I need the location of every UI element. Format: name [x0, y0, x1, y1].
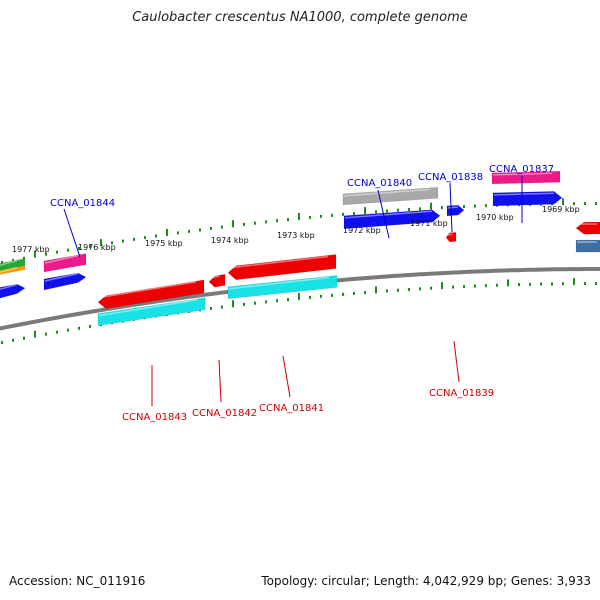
gene-label: CCNA_01842 [192, 408, 257, 419]
kbp-label: 1974 kbp [211, 236, 249, 245]
gene-label: CCNA_01838 [418, 172, 483, 183]
gene-pink [43, 253, 87, 273]
topology-text: Topology: circular; Length: 4,042,929 bp… [261, 574, 591, 588]
gene-red-arrow-shine [228, 255, 329, 269]
gene-blue-arrow [0, 283, 26, 299]
label-leader-line [282, 355, 291, 398]
accession-text: Accession: NC_011916 [9, 574, 146, 588]
gene-blue-arrow-shine [447, 206, 459, 209]
gene-red-arrow [97, 279, 205, 309]
label-leader-line [218, 359, 222, 403]
kbp-label: 1971 kbp [410, 219, 448, 228]
gene-cyan-shine [98, 299, 198, 317]
gene-gray [342, 187, 439, 206]
gene-orange-shine [0, 266, 18, 274]
label-leader-line [453, 340, 460, 383]
kbp-label: 1976 kbp [78, 243, 116, 252]
kbp-label: 1977 kbp [12, 245, 50, 254]
gene-blue-arrow-shine [493, 192, 555, 196]
kbp-label: 1973 kbp [277, 231, 315, 240]
gene-label: CCNA_01837 [489, 164, 554, 175]
gene-label: CCNA_01840 [347, 178, 412, 189]
gene-red-arrow-shine [98, 281, 197, 299]
label-leaders [63, 176, 523, 406]
gene-blue-arrow [43, 272, 87, 291]
gene-label: CCNA_01843 [122, 412, 187, 423]
label-leader-line [377, 189, 390, 239]
kbp-label: 1975 kbp [145, 239, 183, 248]
gene-pink [491, 171, 561, 185]
gene-red-arrow [208, 273, 226, 288]
gene-green-shine [0, 259, 18, 267]
gene-blue-arrow [343, 209, 441, 230]
gene-blue-arrow-shine [0, 283, 18, 291]
gene-label: CCNA_01844 [50, 198, 115, 209]
gene-cyan [97, 297, 206, 326]
map-title: Caulobacter crescentus NA1000, complete … [132, 10, 468, 25]
gene-steel [575, 239, 600, 253]
gene-gray-shine [343, 188, 431, 197]
gene-red-arrow [575, 221, 600, 235]
label-leader-line [449, 182, 453, 233]
gene-red-arrow [227, 254, 337, 281]
gene-label: CCNA_01839 [429, 388, 494, 399]
kbp-label: 1970 kbp [476, 213, 514, 222]
gene-label: CCNA_01841 [259, 403, 324, 414]
gene-pink-shine [492, 172, 553, 176]
gene-blue-arrow-shine [44, 272, 79, 282]
kbp-label: 1969 kbp [542, 205, 580, 214]
gene-features [0, 171, 600, 326]
kbp-label: 1972 kbp [343, 226, 381, 235]
gene-red-arrow-shine [209, 275, 220, 279]
gene-red-arrow [445, 232, 457, 243]
label-leader-line [63, 208, 81, 258]
gene-blue-arrow [492, 191, 563, 207]
gene-blue-arrow-shine [344, 210, 433, 219]
gene-cyan [227, 275, 338, 300]
gene-orange [0, 265, 26, 275]
gene-pink-shine [44, 254, 79, 264]
gene-cyan-shine [228, 276, 330, 290]
